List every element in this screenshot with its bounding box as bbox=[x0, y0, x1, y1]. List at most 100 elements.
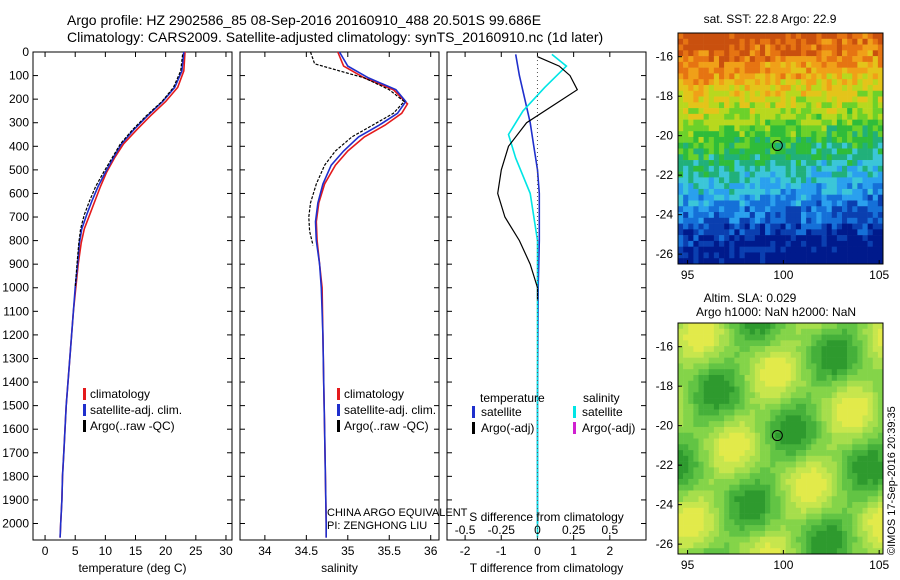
legend-label: satellite-adj. clim. bbox=[344, 403, 436, 417]
x-tick-label: -1 bbox=[496, 544, 507, 558]
map-y-tick-label: -26 bbox=[656, 537, 674, 551]
y-tick-label: 2000 bbox=[2, 516, 29, 530]
legend-swatch bbox=[83, 404, 86, 416]
x-tick-label: 2 bbox=[606, 544, 613, 558]
x-tick-label: 35 bbox=[341, 544, 355, 558]
map-x-tick-label: 95 bbox=[681, 558, 695, 572]
x-tick-label: 15 bbox=[129, 544, 143, 558]
map-x-tick-label: 105 bbox=[869, 558, 889, 572]
legend-swatch bbox=[573, 406, 576, 418]
y-tick-label: 1000 bbox=[2, 281, 29, 295]
y-tick-label: 600 bbox=[9, 186, 29, 200]
y-tick-label: 0 bbox=[22, 45, 29, 59]
x-tick-label: 0 bbox=[534, 544, 541, 558]
x-axis-label: T difference from climatology bbox=[470, 561, 624, 575]
x-tick-label: 36 bbox=[424, 544, 438, 558]
legend-swatch bbox=[337, 404, 340, 416]
timestamp-stamp: ©IMOS 17-Sep-2016 20:39:35 bbox=[886, 406, 898, 555]
map-y-tick-label: -18 bbox=[656, 89, 674, 103]
climatology-subtitle: Climatology: CARS2009. Satellite-adjuste… bbox=[67, 29, 604, 45]
y-tick-label: 1400 bbox=[2, 375, 29, 389]
map-x-tick-label: 95 bbox=[681, 268, 695, 282]
x2-tick-label: 0 bbox=[534, 523, 541, 537]
x2-tick-label: -0.5 bbox=[455, 523, 476, 537]
series-line-s-satellite bbox=[507, 53, 568, 538]
y-tick-label: 1100 bbox=[3, 304, 29, 318]
y-tick-label: 900 bbox=[9, 257, 29, 271]
series-line-argo-raw-qc- bbox=[308, 51, 406, 246]
series-line-climatology bbox=[59, 51, 186, 538]
y-tick-label: 1800 bbox=[2, 469, 29, 483]
y-tick-label: 1500 bbox=[2, 399, 29, 413]
legend-label: Argo(-adj) bbox=[582, 421, 635, 435]
x-tick-label: 34.5 bbox=[295, 544, 319, 558]
map-y-tick-label: -22 bbox=[656, 168, 674, 182]
sst-map-title: sat. SST: 22.8 Argo: 22.9 bbox=[704, 12, 837, 26]
x-tick-label: 30 bbox=[219, 544, 233, 558]
y-tick-label: 100 bbox=[9, 69, 29, 83]
legend-label: Argo(..raw -QC) bbox=[344, 419, 429, 433]
legend-swatch bbox=[573, 422, 576, 434]
y-tick-label: 200 bbox=[9, 92, 29, 106]
x2-tick-label: -0.25 bbox=[488, 523, 516, 537]
series-line-satellite-adj-clim- bbox=[314, 51, 407, 538]
sla-map-subtitle: Argo h1000: NaN h2000: NaN bbox=[696, 305, 856, 319]
y-tick-label: 1900 bbox=[2, 493, 29, 507]
x-tick-label: 34 bbox=[258, 544, 272, 558]
profile-title: Argo profile: HZ 2902586_85 08-Sep-2016 … bbox=[67, 12, 542, 28]
legend-label: satellite-adj. clim. bbox=[90, 403, 182, 417]
series-line-satellite-adj-clim- bbox=[59, 51, 185, 538]
y-tick-label: 1600 bbox=[2, 422, 29, 436]
x-tick-label: 25 bbox=[189, 544, 203, 558]
map-y-tick-label: -18 bbox=[656, 379, 674, 393]
x-tick-label: 5 bbox=[72, 544, 79, 558]
map-x-tick-label: 105 bbox=[869, 268, 889, 282]
legend-swatch bbox=[83, 420, 86, 432]
legend-header-temperature: temperature bbox=[480, 391, 545, 405]
sst-map-frame bbox=[677, 32, 884, 265]
y-tick-label: 700 bbox=[9, 210, 29, 224]
legend-label: climatology bbox=[344, 387, 404, 401]
map-x-tick-label: 100 bbox=[773, 268, 793, 282]
series-line-t-satellite bbox=[514, 54, 541, 524]
x-tick-label: 35.5 bbox=[378, 544, 402, 558]
sst-map-field bbox=[678, 33, 884, 265]
x-tick-label: 10 bbox=[99, 544, 113, 558]
y-tick-label: 300 bbox=[9, 116, 29, 130]
y-tick-label: 1700 bbox=[2, 446, 29, 460]
x-axis-label: temperature (deg C) bbox=[78, 561, 186, 575]
pi-annotation: CHINA ARGO EQUIVALENT bbox=[327, 507, 468, 519]
sla-map-frame bbox=[677, 322, 884, 555]
y-tick-label: 400 bbox=[9, 139, 29, 153]
legend-label: Argo(-adj) bbox=[481, 421, 534, 435]
map-x-tick-label: 100 bbox=[773, 558, 793, 572]
legend-swatch bbox=[83, 388, 86, 400]
legend-swatch bbox=[337, 388, 340, 400]
series-line-argo-raw-qc- bbox=[74, 54, 184, 288]
y-tick-label: 1300 bbox=[2, 351, 29, 365]
legend-swatch bbox=[472, 406, 475, 418]
legend-swatch bbox=[337, 420, 340, 432]
y-tick-label: 500 bbox=[9, 163, 29, 177]
x-tick-label: 0 bbox=[42, 544, 49, 558]
legend-label: climatology bbox=[90, 387, 150, 401]
y-tick-label: 1200 bbox=[2, 328, 29, 342]
map-y-tick-label: -16 bbox=[656, 340, 674, 354]
map-y-tick-label: -20 bbox=[656, 129, 674, 143]
legend-label: satellite bbox=[481, 405, 522, 419]
map-y-tick-label: -24 bbox=[656, 208, 674, 222]
legend-label: satellite bbox=[582, 405, 623, 419]
x-tick-label: -2 bbox=[460, 544, 471, 558]
sla-map-field bbox=[678, 323, 884, 555]
x-tick-label: 1 bbox=[570, 544, 577, 558]
x2-axis-label: S difference from climatology bbox=[469, 510, 624, 524]
series-line-t-argo-adj- bbox=[497, 56, 579, 300]
argo-location-marker bbox=[771, 140, 783, 152]
x2-tick-label: 0.25 bbox=[562, 523, 586, 537]
legend-header-salinity: salinity bbox=[583, 391, 620, 405]
argo-location-marker bbox=[771, 430, 783, 442]
y-tick-label: 800 bbox=[9, 234, 29, 248]
map-y-tick-label: -22 bbox=[656, 458, 674, 472]
salinity-profile-frame bbox=[239, 51, 440, 541]
